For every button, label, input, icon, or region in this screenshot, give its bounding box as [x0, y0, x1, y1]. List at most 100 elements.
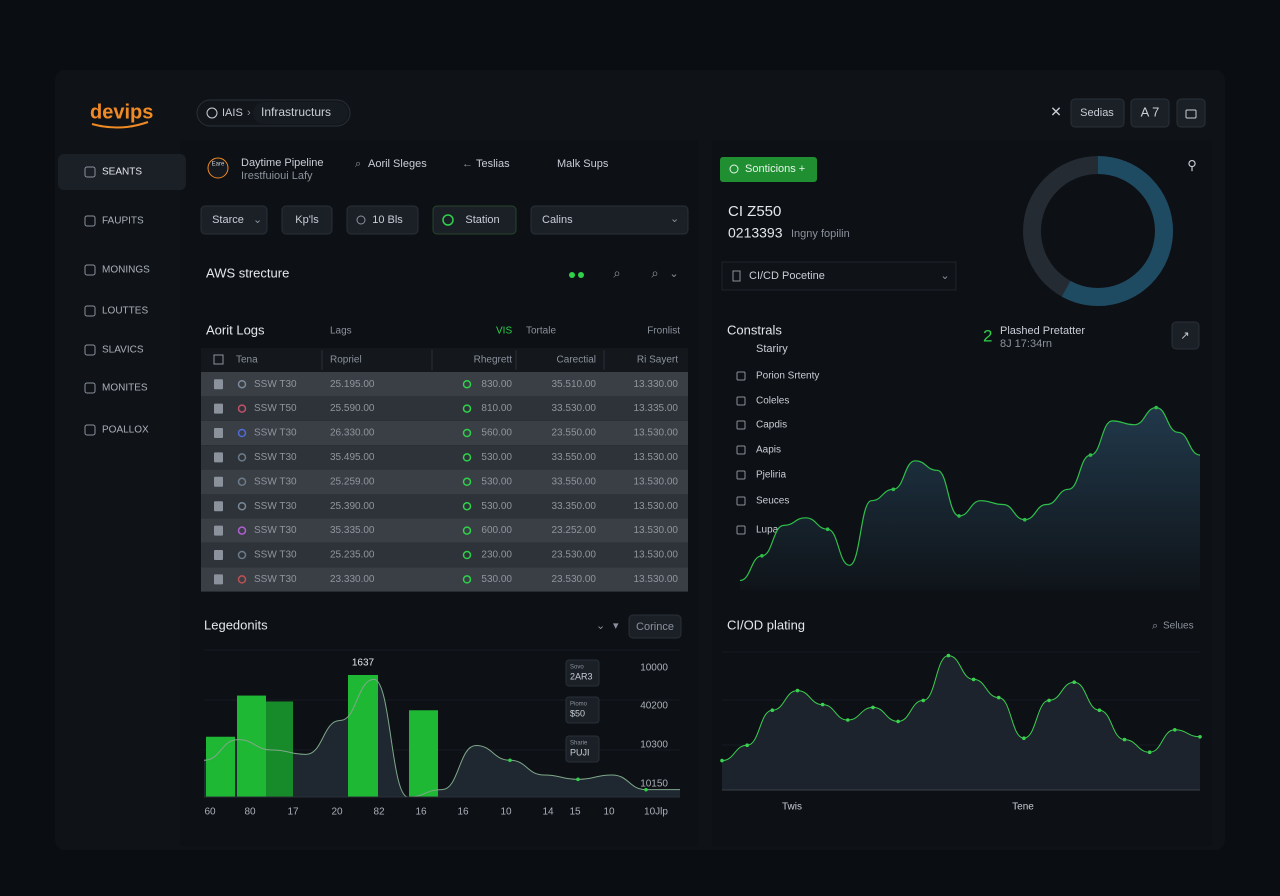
column-header: Ropriel — [330, 355, 362, 366]
chevron: ⌄ — [669, 268, 678, 280]
point — [820, 702, 825, 707]
donut-segment — [1023, 156, 1173, 306]
search-icon[interactable]: ⌕ — [1152, 620, 1158, 632]
point — [1173, 728, 1177, 732]
filter-button[interactable] — [200, 205, 268, 235]
point — [760, 554, 764, 558]
lock-button[interactable] — [1176, 98, 1206, 128]
nav-icon — [84, 305, 96, 317]
summary-number: 0213393 — [728, 225, 783, 241]
table-row — [201, 445, 688, 470]
nav-item[interactable]: SLAVICS — [102, 345, 144, 356]
dropdown[interactable] — [721, 261, 957, 291]
cell: SSW T30 — [254, 501, 297, 512]
list-item: Lupa — [756, 525, 779, 536]
filter-button[interactable] — [432, 205, 517, 235]
point — [946, 653, 951, 658]
list-item: Coleles — [756, 396, 789, 407]
chart-control[interactable]: ⌄ — [596, 620, 605, 632]
list-icon — [736, 371, 746, 381]
x-tick-label: 60 — [204, 807, 216, 818]
settings-button[interactable] — [1070, 98, 1125, 128]
sidebar-active — [58, 154, 186, 190]
row-icon — [237, 550, 247, 560]
constrals-subtitle: Stariry — [756, 343, 788, 355]
primary-button[interactable] — [720, 157, 817, 182]
nav-icon — [84, 344, 96, 356]
badge-button[interactable] — [1130, 98, 1170, 128]
nav-item[interactable]: SEANTS — [102, 167, 142, 178]
summary-caption: Ingny fopilin — [791, 228, 850, 240]
point — [1122, 737, 1127, 742]
filter-button[interactable] — [530, 205, 689, 235]
chart-button[interactable] — [628, 614, 682, 639]
filter-button[interactable] — [281, 205, 333, 235]
tooltip-value: $50 — [570, 708, 585, 718]
cell: 25.590.00 — [330, 403, 375, 414]
cell: 33.530.00 — [552, 403, 597, 414]
area — [740, 407, 1200, 590]
line — [203, 678, 680, 798]
brand: devips — [90, 101, 153, 123]
breadcrumb-icon — [206, 107, 218, 119]
table-row — [201, 518, 688, 543]
row-checkbox — [214, 525, 223, 536]
nav-item[interactable]: MONITES — [102, 383, 148, 394]
cell: SSW T30 — [254, 550, 297, 561]
tab[interactable]: Malk Sups — [557, 158, 609, 170]
chevron: ⌄ — [253, 214, 262, 226]
row-icon — [237, 501, 247, 511]
expand-button[interactable] — [1171, 321, 1200, 350]
y-axis-label: 10150 — [640, 779, 668, 790]
cell: 23.530.00 — [552, 550, 597, 561]
row-status — [462, 501, 472, 511]
x-tick-label: 20 — [331, 807, 343, 818]
close-icon[interactable]: ✕ — [1050, 104, 1062, 120]
filter-label: Station — [465, 214, 499, 226]
cell: 35.495.00 — [330, 452, 375, 463]
cell: 230.00 — [481, 550, 512, 561]
cell: 13.530.00 — [634, 501, 679, 512]
point — [996, 695, 1001, 700]
search-icon[interactable]: ⌕ — [651, 265, 658, 280]
cell: SSW T30 — [254, 379, 297, 390]
cell: 33.550.00 — [552, 452, 597, 463]
nav-icon — [84, 264, 96, 276]
x-tick-label: 16 — [457, 807, 469, 818]
donut-chart — [1023, 156, 1173, 306]
nav-item[interactable]: LOUTTES — [102, 306, 148, 317]
x-tick-label: Tene — [1012, 802, 1034, 813]
cell: 13.330.00 — [634, 379, 679, 390]
nav-item[interactable]: POALLOX — [102, 425, 149, 436]
tooltip — [565, 735, 600, 763]
cell: 25.259.00 — [330, 476, 375, 487]
pipeline-logo-text: Eare — [212, 162, 225, 168]
table-row — [201, 469, 688, 494]
row-status — [462, 404, 472, 413]
cell: 13.530.00 — [634, 476, 679, 487]
nav-item[interactable]: MONINGS — [102, 265, 150, 276]
table-header — [201, 348, 688, 372]
filter-button[interactable] — [346, 205, 419, 235]
point — [1022, 517, 1027, 522]
nav-item[interactable]: FAUPITS — [102, 216, 144, 227]
tab[interactable]: Teslias — [476, 158, 510, 170]
nav-icon — [84, 424, 96, 436]
search-icon[interactable]: ⌕ — [613, 265, 620, 280]
chart-control[interactable]: ▾ — [613, 620, 619, 632]
cell: SSW T50 — [254, 403, 297, 414]
bar — [237, 695, 266, 797]
edit-icon[interactable]: ⚲ — [1187, 157, 1197, 172]
row-status — [462, 453, 472, 462]
breadcrumb-current — [253, 102, 348, 124]
point — [896, 719, 900, 724]
table-row — [201, 396, 688, 421]
breadcrumb-item: Infrastructurs — [261, 105, 331, 119]
x-tick-label: 10Jlp — [644, 807, 668, 818]
tab[interactable]: Aoril Sleges — [368, 158, 427, 170]
breadcrumb-item: IAIS — [222, 107, 243, 119]
x-tick-label: 17 — [287, 807, 299, 818]
expand-icon: ↗ — [1180, 330, 1189, 342]
status-dot — [578, 272, 584, 278]
